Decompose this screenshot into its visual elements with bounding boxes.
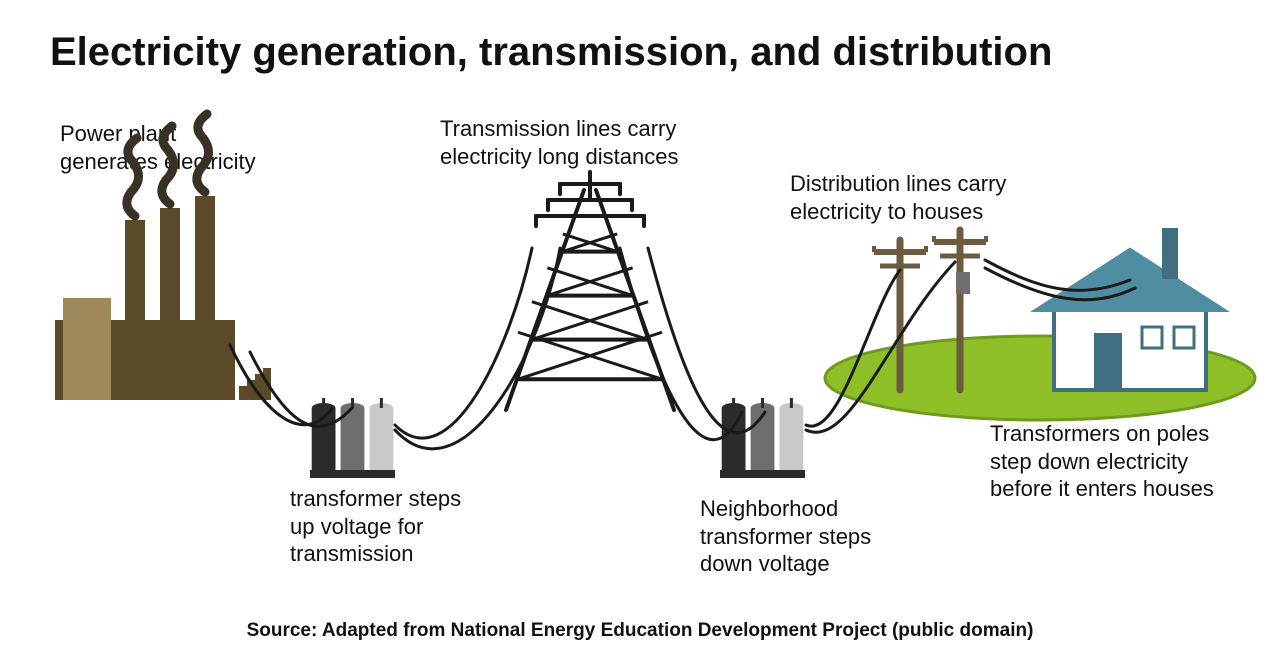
power-plant-icon xyxy=(55,114,271,400)
transmission-tower-icon xyxy=(506,172,674,410)
step-up-transformer-icon xyxy=(310,398,395,478)
house-icon xyxy=(1030,228,1230,390)
source-attribution: Source: Adapted from National Energy Edu… xyxy=(0,620,1280,642)
step-down-transformer-icon xyxy=(720,398,805,478)
diagram-canvas xyxy=(0,0,1280,660)
pole-transformer-icon xyxy=(956,272,970,294)
